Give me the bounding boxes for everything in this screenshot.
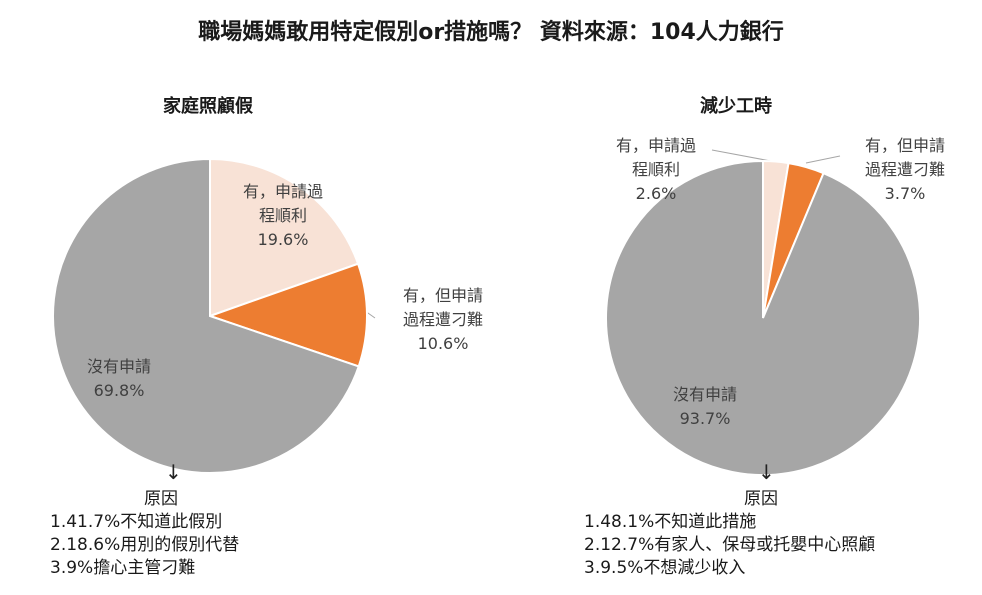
reason-item: 2.12.7%有家人、保母或托嬰中心照顧 (584, 535, 876, 555)
reason-item: 3.9%擔心主管刁難 (50, 558, 196, 578)
slice-label-right-none: 沒有申請 93.7% (650, 383, 760, 431)
slice-label-right-smooth: 有，申請過 程順利 2.6% (594, 134, 718, 206)
slice-label-text: 有，但申請 (864, 136, 945, 155)
pie-slice-applied-difficult (206, 262, 368, 368)
slice-value: 3.7% (884, 184, 926, 203)
pie-family-leave (52, 157, 368, 474)
down-arrow-icon: ↓ (758, 460, 775, 484)
slice-value: 2.6% (635, 184, 677, 203)
page-title: 職場媽媽敢用特定假別or措施嗎？ 資料來源：104人力銀行 (198, 20, 784, 45)
slice-label-text: 過程遭刁難 (402, 310, 483, 329)
reasons-heading: 原因 (744, 489, 778, 509)
reasons-family-leave: 原因 1.41.7%不知道此假別 2.18.6%用別的假別代替 3.9%擔心主管… (50, 488, 239, 580)
slice-label-text: 有，申請過 (242, 182, 323, 201)
reasons-heading: 原因 (144, 489, 178, 509)
pie-slice-not-applied (52, 157, 360, 474)
slice-value: 69.8% (93, 381, 145, 400)
slice-value: 19.6% (257, 230, 309, 249)
slice-label-right-difficult: 有，但申請 過程遭刁難 3.7% (840, 134, 970, 206)
chart-title-family-leave: 家庭照顧假 (163, 96, 253, 117)
slice-label-text: 沒有申請 (672, 385, 737, 404)
pie-reduced-hours (605, 159, 921, 476)
slice-label-left-none: 沒有申請 69.8% (64, 355, 174, 403)
slice-label-left-smooth: 有，申請過 程順利 19.6% (218, 180, 348, 252)
slice-label-text: 程順利 (258, 206, 307, 225)
slice-label-text: 有，申請過 (615, 136, 696, 155)
down-arrow-icon: ↓ (165, 460, 182, 484)
slice-label-text: 程順利 (631, 160, 680, 179)
reason-item: 1.41.7%不知道此假別 (50, 512, 223, 532)
slice-label-text: 有，但申請 (402, 286, 483, 305)
slice-label-text: 沒有申請 (86, 357, 151, 376)
reason-item: 2.18.6%用別的假別代替 (50, 535, 240, 555)
leader-line-right-smooth (711, 149, 777, 163)
chart-title-reduced-hours: 減少工時 (700, 96, 772, 117)
slice-value: 93.7% (679, 409, 731, 428)
slice-label-left-difficult: 有，但申請 過程遭刁難 10.6% (378, 284, 508, 356)
slice-label-text: 過程遭刁難 (864, 160, 945, 179)
slice-value: 10.6% (417, 334, 469, 353)
reasons-reduced-hours: 原因 1.48.1%不知道此措施 2.12.7%有家人、保母或托嬰中心照顧 3.… (584, 488, 875, 580)
reason-item: 3.9.5%不想減少收入 (584, 558, 746, 578)
leader-line-right-difficult (805, 155, 841, 164)
reason-item: 1.48.1%不知道此措施 (584, 512, 757, 532)
pie-slice-not-applied (605, 159, 921, 476)
